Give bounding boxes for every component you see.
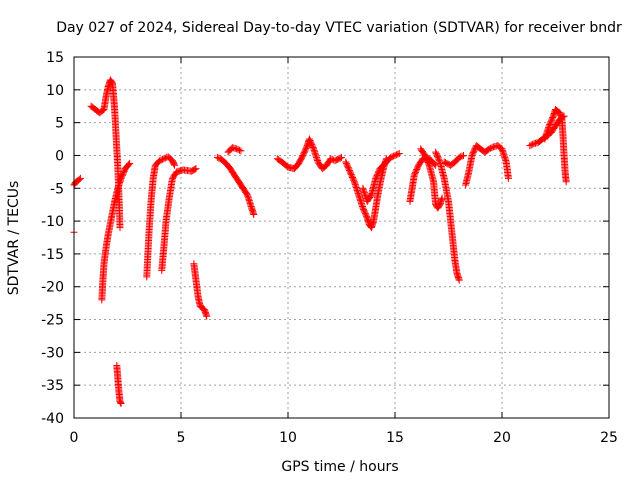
y-tick-label: -5 <box>50 181 64 197</box>
data-point <box>125 160 133 168</box>
data-point <box>455 276 463 284</box>
data-point <box>191 165 199 173</box>
data-point <box>75 175 83 183</box>
data-point <box>457 153 465 161</box>
data-point <box>327 155 335 163</box>
data-point <box>215 154 223 162</box>
axis-ticks: 15 10 5 0 -5 -10 -15 -20 -25 -30 -35 -40 0 5 10 15 20 25 <box>41 50 618 446</box>
data-point <box>455 153 463 161</box>
data-point <box>388 153 396 161</box>
y-tick-label: -10 <box>41 214 64 230</box>
data-point <box>395 149 403 157</box>
data-point <box>158 155 166 163</box>
data-point <box>203 312 211 320</box>
data-point <box>387 153 395 161</box>
data-point <box>237 147 245 155</box>
y-tick-label: -40 <box>41 411 64 427</box>
data-point <box>391 151 399 159</box>
data-point <box>527 141 535 149</box>
data-point <box>488 144 496 152</box>
data-point <box>458 152 466 160</box>
data-point <box>117 399 125 407</box>
data-point <box>117 400 125 408</box>
data-point <box>233 145 241 153</box>
data-point <box>170 160 178 168</box>
data-point <box>487 144 495 152</box>
data-point <box>157 156 165 164</box>
data-point <box>431 160 439 168</box>
data-point <box>562 178 570 186</box>
x-tick-label: 15 <box>386 430 404 446</box>
x-tick-label: 5 <box>177 430 186 446</box>
chart-title: Day 027 of 2024, Sidereal Day-to-day VTE… <box>56 20 622 36</box>
x-tick-label: 20 <box>493 430 511 446</box>
data-point <box>459 151 467 159</box>
data-point <box>156 157 164 165</box>
data-point <box>76 174 84 182</box>
data-point <box>390 152 398 160</box>
data-point <box>192 165 200 173</box>
data-point <box>504 174 512 182</box>
data-point <box>485 145 493 153</box>
y-tick-label: -25 <box>41 313 64 329</box>
data-point <box>529 140 537 148</box>
y-tick-label: 15 <box>46 50 64 66</box>
data-point <box>213 153 221 161</box>
data-point <box>338 153 345 161</box>
y-tick-label: 5 <box>55 116 64 132</box>
y-tick-label: -20 <box>41 280 64 296</box>
data-points <box>70 76 570 408</box>
data-point <box>160 155 168 163</box>
y-tick-label: -15 <box>41 247 64 263</box>
y-axis-label: SDTVAR / TECUs <box>6 181 22 296</box>
data-point <box>336 154 344 162</box>
data-point <box>438 194 446 202</box>
data-point <box>250 211 258 219</box>
x-tick-label: 0 <box>70 430 79 446</box>
data-point <box>394 150 402 158</box>
y-tick-label: 10 <box>46 83 64 99</box>
data-point <box>392 151 400 159</box>
data-point <box>309 143 317 151</box>
x-tick-label: 25 <box>600 430 618 446</box>
data-point <box>235 146 243 154</box>
y-tick-label: -35 <box>41 378 64 394</box>
plot-frame <box>73 56 610 419</box>
data-point <box>171 161 179 169</box>
gridlines <box>74 57 609 418</box>
x-axis-label: GPS time / hours <box>281 459 398 475</box>
data-point <box>116 224 124 232</box>
y-tick-label: -30 <box>41 345 64 361</box>
data-point <box>350 176 358 184</box>
data-point <box>234 146 242 154</box>
data-point <box>126 159 134 167</box>
data-point <box>526 142 534 150</box>
data-point <box>425 160 433 168</box>
y-tick-label: 0 <box>55 148 64 164</box>
data-point <box>435 157 443 165</box>
x-tick-label: 10 <box>279 430 297 446</box>
